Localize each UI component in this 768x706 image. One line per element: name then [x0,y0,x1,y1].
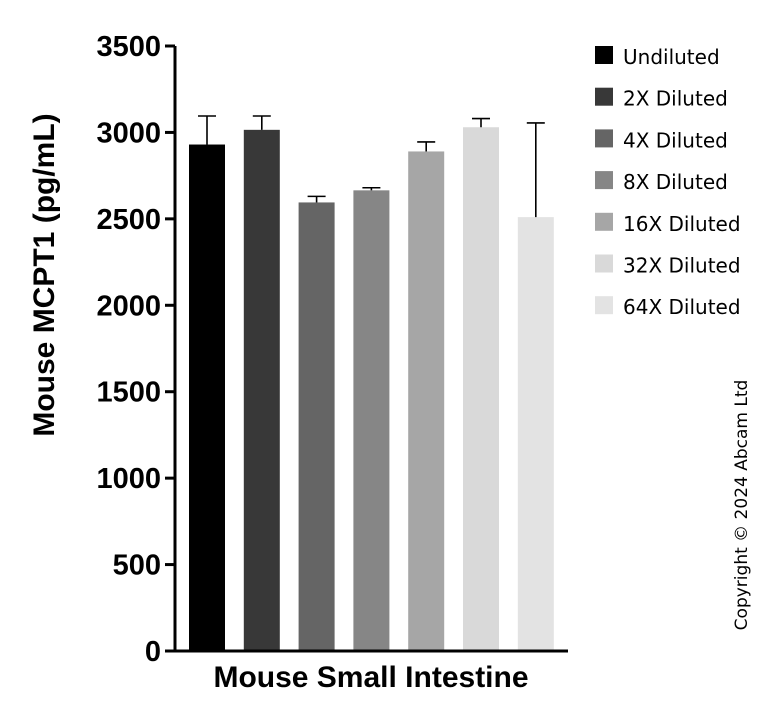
y-tick-label: 500 [113,550,161,582]
legend-label: 4X Diluted [623,128,728,152]
bar [517,217,554,651]
legend-swatch [595,254,613,273]
bar [298,202,335,651]
y-tick-label: 1000 [96,463,161,495]
bar [463,127,499,651]
legend-label: Undiluted [623,45,720,69]
legend-label: 64X Diluted [623,295,741,319]
y-axis-ticks: 0 500 1000 1500 2000 2500 3000 3500 [96,31,175,668]
axes [173,46,568,653]
legend-swatch [595,171,613,190]
y-tick-label: 2500 [96,204,161,236]
y-tick-label: 0 [145,636,161,668]
copyright-text: Copyright © 2024 Abcam Ltd [732,380,752,631]
y-tick-label: 3000 [96,117,161,149]
legend-label: 8X Diluted [623,170,728,194]
y-tick-label: 3500 [96,31,161,63]
legend-label: 32X Diluted [623,254,741,278]
y-tick-label: 1500 [96,377,161,409]
bars [189,127,554,652]
bar [353,190,390,652]
bar [243,129,280,652]
y-axis-title: Mouse MCPT1 (pg/mL) [28,113,61,436]
legend-label: 2X Diluted [623,87,728,111]
legend-swatch [595,87,613,106]
bar [408,151,445,651]
legend-swatch [595,212,613,231]
error-bars [198,115,545,218]
legend-swatch [595,129,613,148]
y-tick-label: 2000 [96,290,161,322]
legend-swatch [595,46,613,64]
legend-swatch [595,296,613,315]
legend: Undiluted 2X Diluted 4X Diluted 8X Diluted 1… [595,45,741,319]
x-axis-title: Mouse Small Intestine [213,661,528,694]
legend-label: 16X Diluted [623,212,741,236]
bar [189,144,225,651]
